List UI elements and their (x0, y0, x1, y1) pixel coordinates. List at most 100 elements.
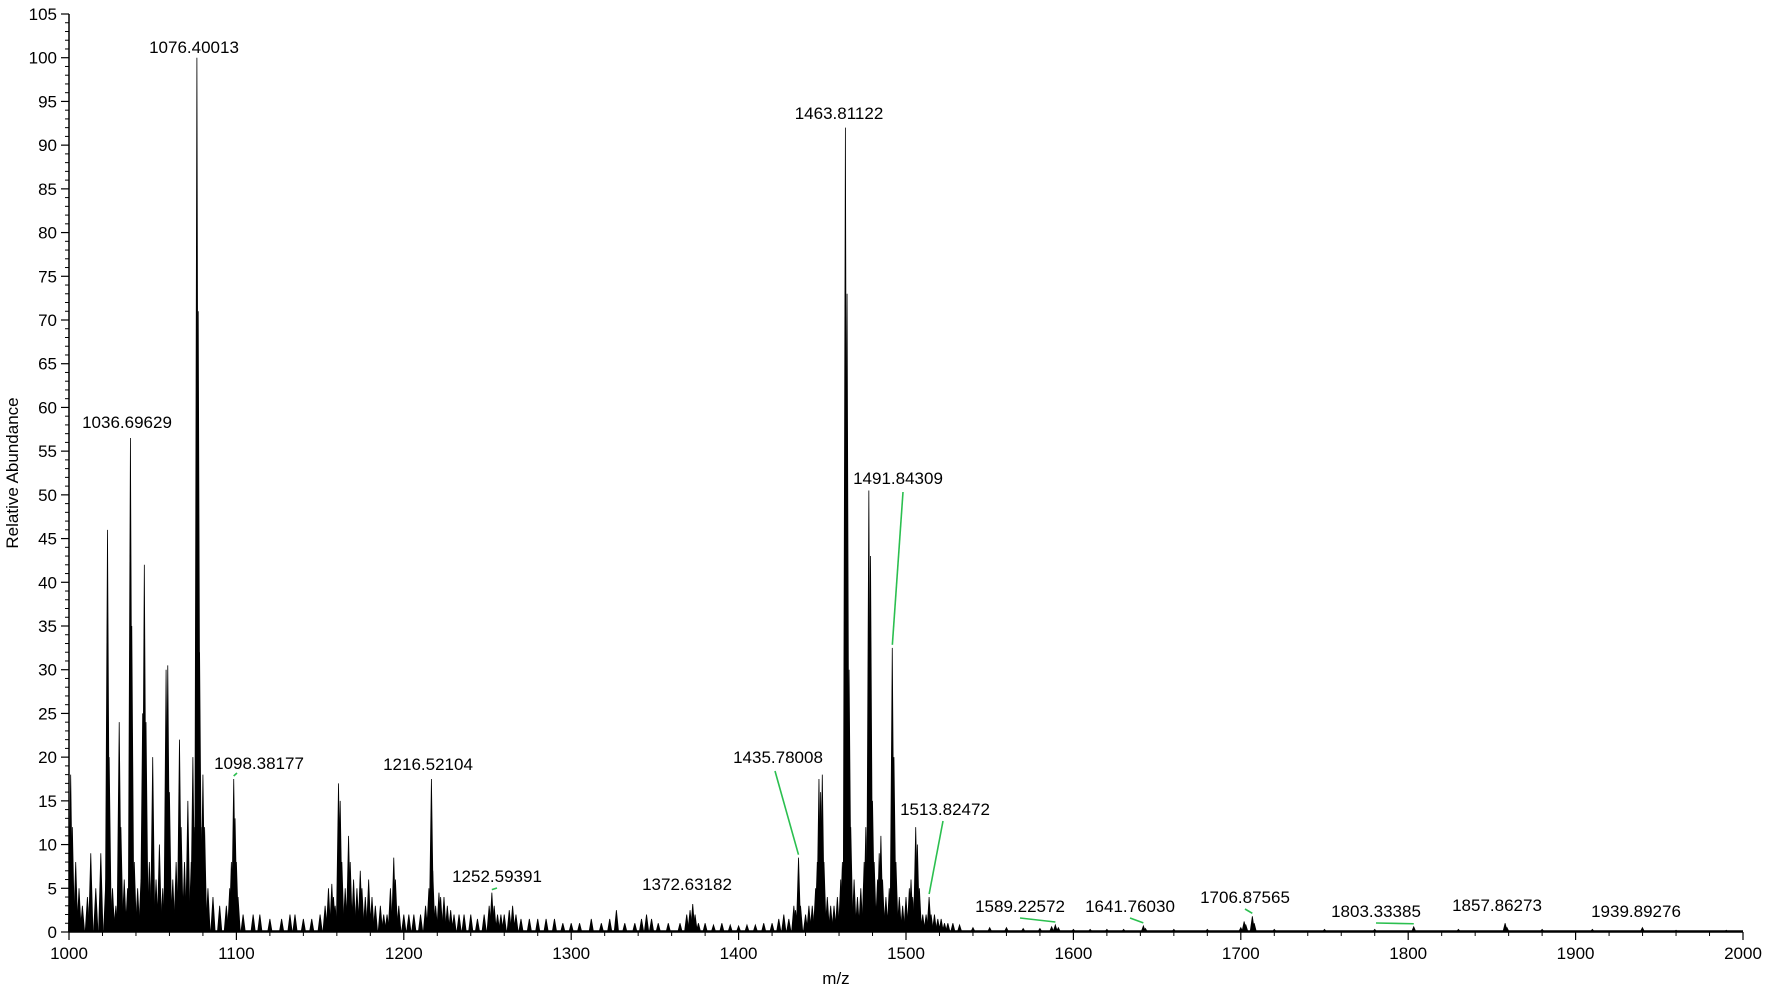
peak-label: 1098.38177 (214, 754, 304, 773)
spectrum-peak (1589, 928, 1596, 933)
y-tick-label: 70 (38, 311, 57, 330)
spectrum-peak (468, 914, 474, 933)
spectrum-peak (1504, 926, 1510, 933)
peak-label: 1589.22572 (975, 897, 1065, 916)
spectrum-peak (931, 914, 938, 933)
peak-label: 1513.82472 (900, 800, 990, 819)
spectrum-peak (88, 853, 94, 933)
spectrum-peak (871, 862, 877, 933)
spectrum-trace (68, 57, 1743, 933)
spectrum-peak (518, 918, 524, 933)
x-tick-label: 1200 (385, 944, 423, 963)
spectrum-peak (501, 914, 507, 933)
chart-axes: 0 5 10 15 20 25 30 35 40 45 50 55 60 65 70 75 80 85 90 95 10… (29, 5, 1762, 963)
x-tick-label: 1600 (1054, 944, 1092, 963)
spectrum-peak (235, 897, 241, 933)
spectrum-peak (300, 918, 307, 933)
spectrum-peak (1371, 928, 1378, 933)
peak-label: 1706.87565 (1200, 888, 1290, 907)
spectrum-peak (970, 926, 976, 933)
y-tick-label: 15 (38, 792, 57, 811)
spectrum-peak (622, 923, 628, 933)
peak-label: 1803.33385 (1331, 902, 1421, 921)
spectrum-peak (677, 923, 683, 933)
spectrum-peak (613, 910, 620, 933)
x-tick-label: 1800 (1389, 944, 1427, 963)
spectrum-peak (1142, 927, 1149, 933)
spectrum-peak (1120, 928, 1127, 933)
peak-label: 1857.86273 (1452, 896, 1542, 915)
spectrum-peak (1271, 928, 1278, 933)
spectrum-peak (456, 914, 462, 933)
spectrum-peak (1672, 929, 1680, 933)
spectrum-peak (1410, 925, 1417, 933)
peak-label: 1463.81122 (795, 104, 884, 123)
peak-label: 1491.84309 (853, 469, 943, 488)
spectrum-peak (377, 905, 383, 933)
x-tick-label: 1100 (218, 944, 255, 963)
spectrum-peak (109, 888, 116, 933)
spectrum-peak (1321, 928, 1328, 933)
spectrum-peak (69, 827, 75, 933)
x-tick-label: 1000 (50, 944, 88, 963)
peak-leader-line (1129, 917, 1144, 924)
spectrum-peak (1020, 927, 1027, 933)
peak-label: 1641.76030 (1085, 897, 1175, 916)
spectrum-peak (802, 914, 809, 933)
spectrum-peak (257, 914, 263, 933)
spectrum-peak (1003, 926, 1010, 933)
spectrum-peak (317, 914, 323, 933)
spectrum-peak (1722, 929, 1730, 933)
y-tick-label: 50 (38, 486, 57, 505)
spectrum-peak (560, 923, 566, 933)
spectrum-peak (941, 923, 948, 933)
x-tick-label: 1700 (1222, 944, 1260, 963)
spectrum-peak (451, 914, 457, 933)
spectrum-peak (776, 918, 782, 933)
spectrum-peak (920, 914, 926, 933)
spectrum-peak (509, 905, 516, 933)
spectrum-peak (73, 862, 79, 933)
spectrum-peak (900, 905, 906, 933)
spectrum-peak (883, 897, 889, 933)
spectrum-peak (735, 924, 742, 933)
peak-leader-line (1019, 917, 1056, 923)
spectrum-peak (170, 879, 176, 933)
spectrum-peak (287, 914, 293, 933)
spectrum-peak (98, 853, 104, 933)
spectrum-peak (821, 862, 827, 933)
spectrum-peak (325, 888, 332, 933)
y-tick-label: 80 (38, 224, 57, 243)
spectrum-peak (695, 923, 702, 933)
y-tick-label: 60 (38, 398, 57, 417)
spectrum-peak (1639, 926, 1646, 933)
x-tick-label: 1400 (720, 944, 758, 963)
spectrum-peak (945, 923, 951, 933)
peak-leader-line (233, 772, 238, 777)
spectrum-peak (1052, 923, 1059, 933)
spectrum-peak (461, 914, 467, 933)
spectrum-peak (848, 827, 854, 933)
spectrum-peak (369, 897, 375, 933)
y-tick-label: 40 (38, 573, 57, 592)
spectrum-peak (935, 918, 941, 933)
peak-leader-line (491, 887, 498, 891)
spectrum-peak (498, 914, 504, 933)
spectrum-peak (444, 905, 450, 933)
spectrum-peak (938, 918, 944, 933)
spectrum-peak (381, 914, 387, 933)
spectrum-peak (568, 923, 574, 933)
spectrum-peak (598, 923, 605, 933)
spectrum-peak (632, 923, 638, 933)
spectrum-peak (928, 914, 934, 933)
spectrum-peak (401, 914, 407, 933)
spectrum-peak (576, 923, 583, 933)
spectrum-peak (166, 792, 173, 933)
spectrum-peak (432, 905, 439, 933)
peak-label: 1372.63182 (642, 875, 732, 894)
spectrum-peak (727, 923, 733, 933)
spectrum-peak (1055, 926, 1062, 933)
spectrum-peak (786, 918, 792, 933)
spectrum-peak (744, 923, 750, 933)
spectrum-peak (1243, 923, 1249, 933)
